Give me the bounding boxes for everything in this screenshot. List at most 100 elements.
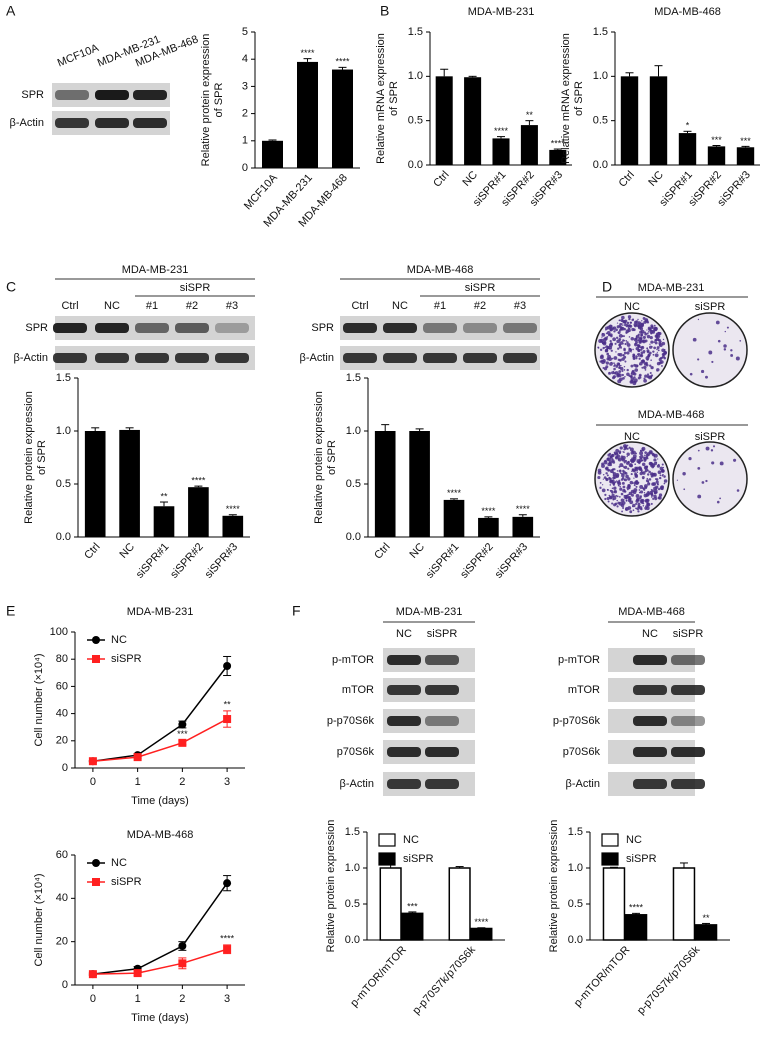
marker [88, 970, 97, 979]
y-tick-label: 1.5 [56, 372, 71, 384]
y-axis-label: Relative protein expression [548, 820, 560, 953]
colony [663, 351, 668, 355]
colony [641, 459, 644, 462]
colony [632, 318, 634, 320]
blot-band [95, 353, 129, 363]
error-bar [303, 58, 312, 62]
error-bar [625, 72, 634, 77]
colony [617, 457, 622, 462]
colony [641, 322, 645, 326]
y-axis-label: of SPR [388, 81, 400, 116]
x-tick-label: Ctrl [617, 169, 637, 190]
colony [653, 330, 655, 333]
colony [613, 363, 616, 366]
colony [613, 356, 618, 360]
colony [616, 495, 619, 498]
colony [611, 502, 614, 505]
colony [619, 496, 621, 498]
colony [653, 341, 656, 343]
colony [613, 503, 617, 507]
colony [658, 496, 662, 500]
colony [627, 460, 630, 464]
blot-band [423, 323, 457, 333]
colony [635, 334, 640, 339]
lane-label: #2 [186, 300, 198, 312]
colony [657, 458, 659, 460]
colony [655, 478, 659, 481]
colony [641, 360, 646, 364]
y-tick-label: 1.5 [346, 372, 361, 384]
colony [700, 369, 705, 374]
bar [448, 867, 471, 941]
colony [606, 496, 610, 501]
bar [374, 431, 396, 537]
y-axis-label: of SPR [573, 81, 585, 116]
colony [683, 488, 686, 491]
colony [657, 483, 659, 486]
bar [262, 140, 283, 168]
colony [618, 377, 623, 382]
colony [611, 325, 613, 327]
y-tick-label: 0.5 [568, 898, 583, 910]
colony [715, 320, 720, 325]
blot-band [503, 353, 537, 363]
colony [662, 466, 665, 469]
colony [637, 502, 641, 506]
colony [654, 497, 658, 501]
colony [641, 320, 643, 322]
colony [621, 501, 626, 505]
y-tick-label: 0.0 [345, 934, 360, 946]
colony [736, 489, 740, 492]
colony [653, 324, 656, 327]
colony [637, 355, 640, 357]
colony [645, 363, 649, 367]
legend-swatch [378, 833, 396, 847]
colony [623, 327, 627, 331]
colony [646, 491, 651, 496]
colony [662, 473, 664, 476]
colony [643, 378, 647, 383]
x-tick-label: siSPR#1 [134, 541, 172, 581]
colony [652, 497, 655, 500]
colony [634, 320, 638, 324]
colony [628, 463, 633, 468]
error-bar [654, 65, 663, 77]
colony [646, 332, 649, 335]
colony [638, 456, 641, 458]
colony [623, 365, 626, 368]
colony [602, 474, 605, 476]
colony [630, 336, 635, 341]
colony [599, 481, 602, 484]
colony [630, 351, 632, 353]
colony [642, 332, 644, 334]
colony [640, 507, 643, 511]
colony [599, 486, 602, 489]
colony [624, 472, 628, 475]
error-bar [268, 139, 277, 141]
colony [622, 354, 625, 357]
colony [612, 460, 616, 464]
series-line [92, 718, 228, 762]
colony [650, 359, 652, 361]
blot-band [53, 353, 87, 363]
colony [618, 450, 622, 454]
y-tick-label: 20 [56, 936, 68, 948]
colony [628, 336, 631, 338]
colony [653, 346, 657, 350]
colony-lane: NC [624, 301, 640, 313]
colony [635, 493, 640, 498]
row-label: SPR [21, 89, 44, 101]
colony-plate [672, 312, 748, 388]
colony [634, 368, 639, 372]
colony [630, 473, 633, 476]
blot-title: MDA-MB-468 [407, 264, 474, 276]
blot-band [175, 323, 209, 333]
panel-label: A [6, 3, 16, 19]
colony [650, 365, 654, 370]
significance: *** [711, 135, 722, 145]
colony [649, 371, 652, 375]
y-axis-label: Relative mRNA expression [375, 33, 387, 164]
blot-band [503, 323, 537, 333]
colony [618, 364, 621, 367]
